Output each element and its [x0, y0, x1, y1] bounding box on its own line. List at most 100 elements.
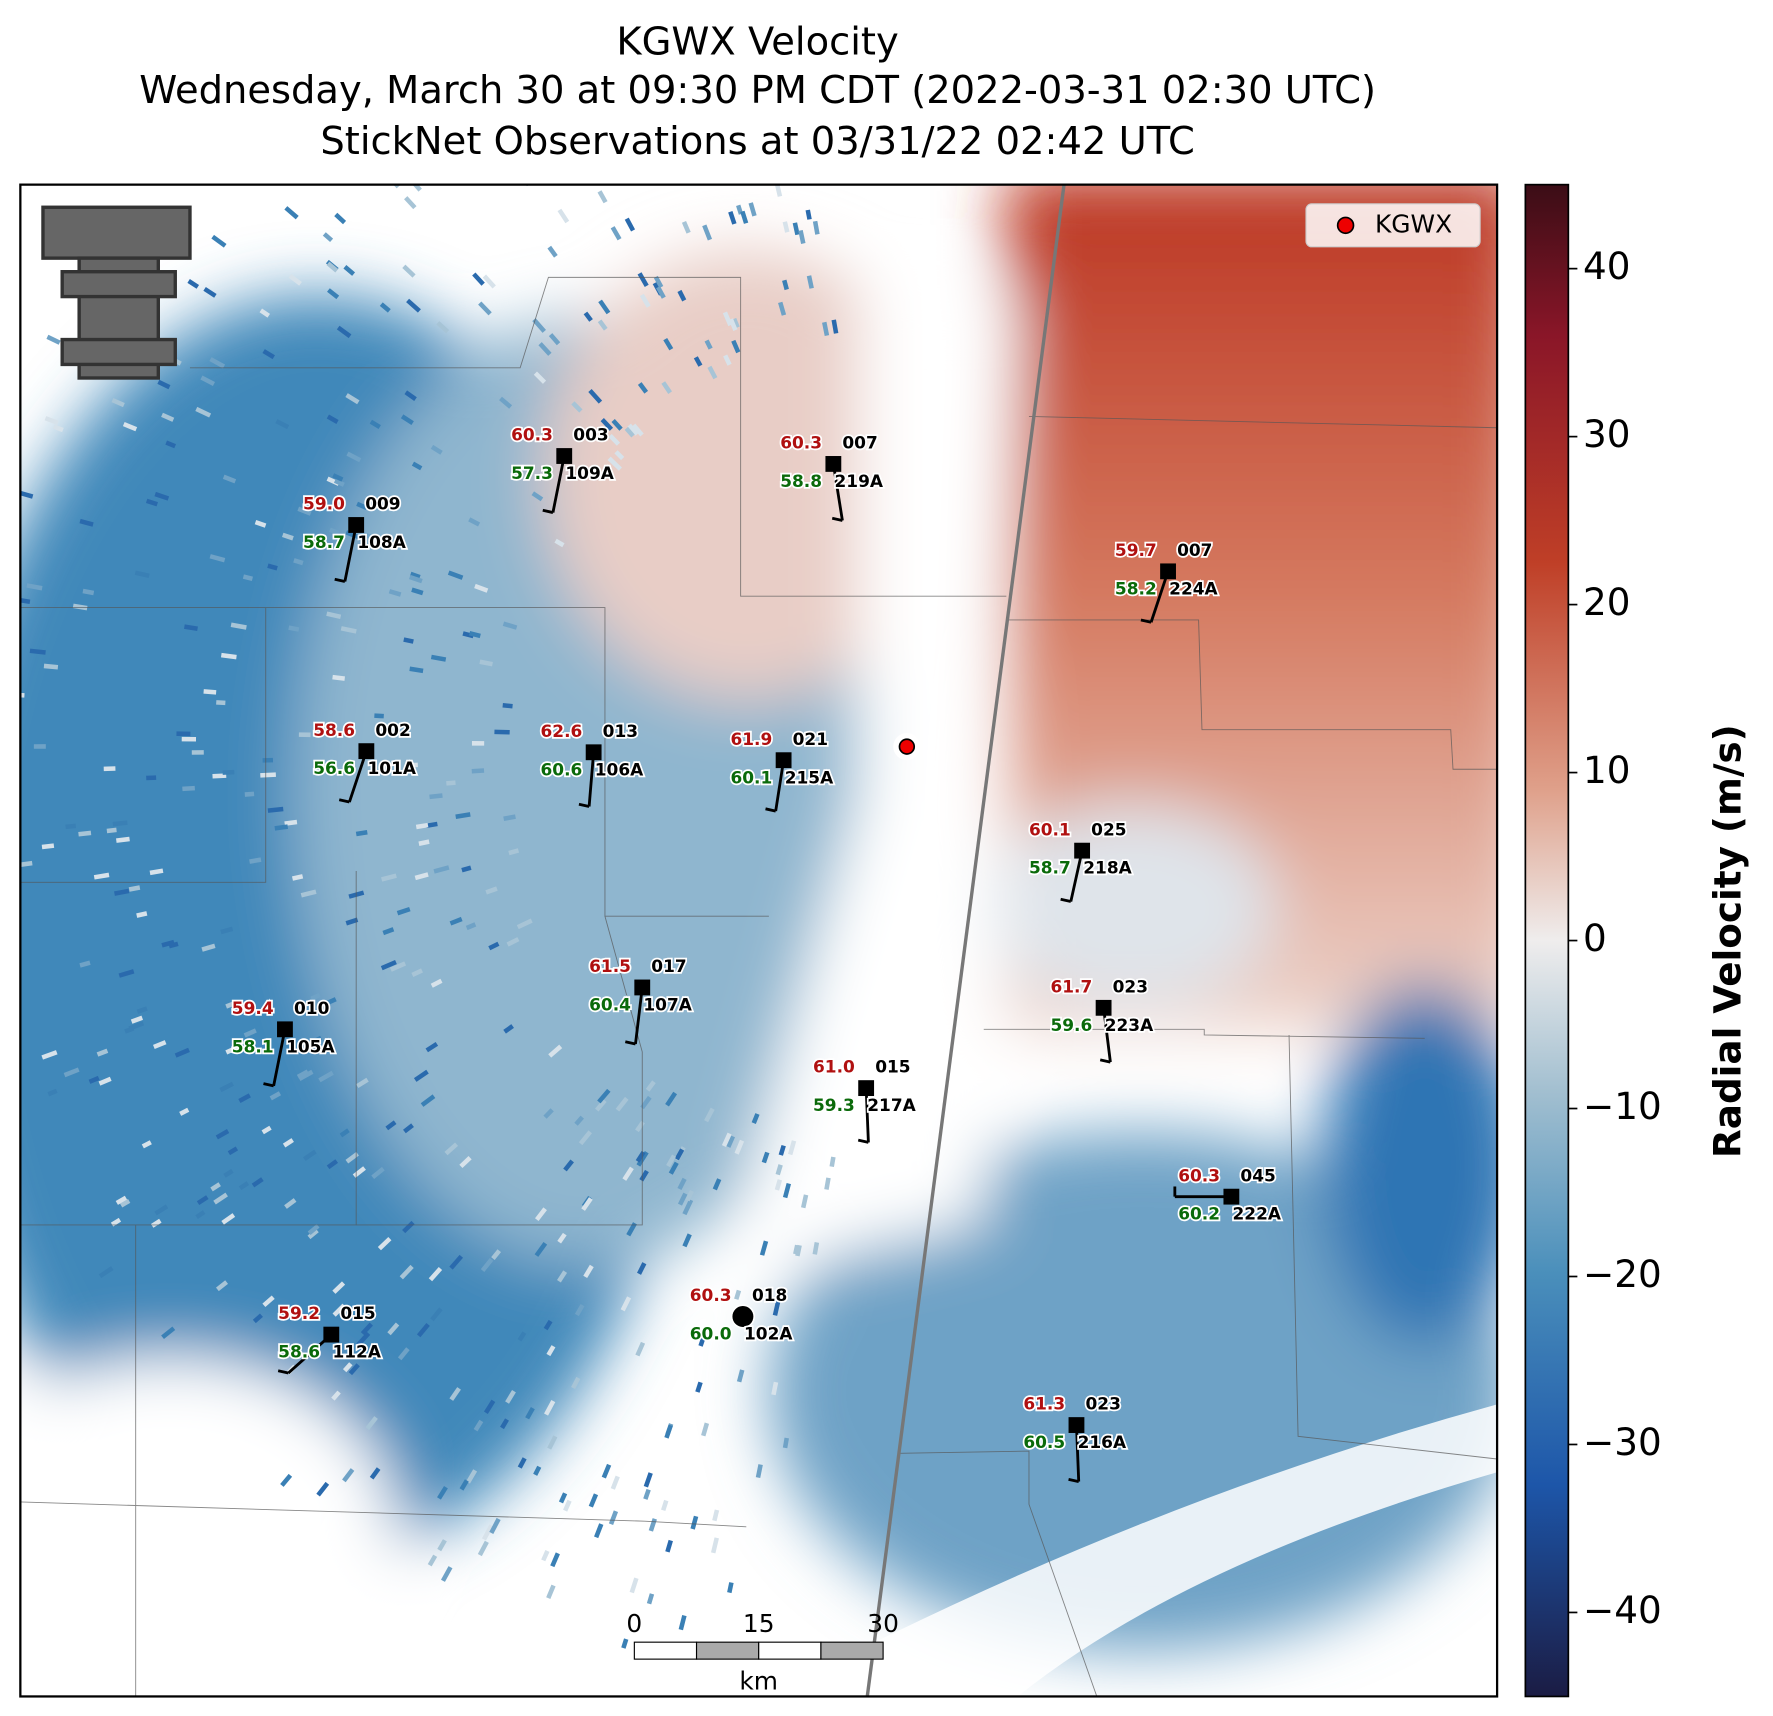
radar-gate: [334, 212, 347, 225]
radar-gate: [26, 583, 43, 591]
radar-gate: [677, 1177, 687, 1190]
county-lines: [20, 276, 1498, 1697]
radar-gate: [801, 1194, 809, 1209]
radar-gate: [588, 389, 603, 404]
radar-gate: [402, 1220, 415, 1234]
radar-gate: [249, 857, 262, 864]
radar-gate: [765, 1328, 772, 1339]
radar-gate: [668, 1161, 679, 1175]
radar-gate: [778, 301, 787, 316]
radar-gate: [136, 1006, 148, 1014]
radar-gate: [774, 184, 783, 197]
radar-gate: [356, 1331, 371, 1347]
colorbar-label: Radial Velocity (m/s): [1706, 724, 1750, 1158]
radar-gate: [597, 1088, 611, 1104]
radar-gate: [425, 821, 438, 829]
radar-gate: [736, 1369, 745, 1383]
radar-gate: [191, 750, 204, 755]
station-dew: 58.8: [780, 471, 822, 491]
radar-gate: [488, 941, 500, 951]
highway: [865, 184, 1066, 1697]
radar-gate: [637, 1262, 647, 1275]
radar-gate: [707, 365, 718, 380]
station-dew: 59.6: [1050, 1015, 1092, 1035]
wind-barb: [1102, 1007, 1112, 1063]
radar-gate: [771, 1381, 779, 1396]
scale-unit: km: [739, 1667, 778, 1696]
scale-segment: [695, 1641, 760, 1660]
radar-gate: [209, 554, 226, 563]
radar-gate: [627, 423, 639, 436]
scale-segment: [758, 1641, 822, 1660]
station-dew: 60.5: [1023, 1432, 1065, 1452]
station-id: 045: [1240, 1165, 1275, 1185]
radar-gate: [594, 1523, 604, 1539]
radar-gate: [782, 1183, 791, 1199]
radar-gate: [20, 597, 31, 605]
station-dew: 58.6: [278, 1342, 320, 1362]
radar-gate: [631, 423, 644, 437]
radar-gate: [331, 1390, 341, 1401]
station-temp: 62.6: [540, 721, 582, 741]
radar-gate: [546, 1584, 556, 1599]
radar-gate: [601, 1463, 612, 1479]
radar-gate: [216, 700, 226, 706]
radar-gate: [342, 1468, 355, 1483]
radar-gate: [546, 1345, 556, 1357]
wind-barb: [1149, 570, 1170, 623]
wind-barb: [634, 987, 644, 1045]
radar-gate: [213, 1192, 228, 1205]
station-dew: 60.4: [589, 995, 631, 1015]
station-id: 007: [842, 433, 877, 453]
radar-gate: [538, 342, 552, 356]
radar-gate: [346, 451, 362, 463]
radar-gate: [219, 1081, 234, 1093]
radar-gate: [782, 279, 789, 291]
station-marker: [323, 1326, 340, 1343]
radar-gate: [136, 911, 148, 918]
radar-gate: [664, 1424, 673, 1439]
radar-gate: [505, 1389, 516, 1404]
radar-gate: [543, 1108, 554, 1119]
radar-gate: [210, 159, 224, 172]
radar-gate: [473, 1419, 484, 1432]
radar-gate: [282, 1138, 294, 1148]
radar-gate: [653, 275, 664, 289]
radar-gate: [645, 1080, 656, 1092]
radar-gate: [425, 1041, 439, 1053]
radar-gate: [437, 1539, 447, 1552]
radar-gate: [365, 1416, 378, 1431]
radar-gate: [466, 1469, 478, 1484]
station-probe: 219A: [834, 471, 883, 491]
radar-gate: [111, 397, 125, 408]
radar-gate: [114, 888, 130, 896]
station-marker: [1160, 563, 1176, 580]
radar-gate: [187, 150, 200, 162]
radar-gate: [400, 414, 414, 426]
station-marker: [634, 979, 651, 996]
legend: KGWX: [1305, 203, 1481, 248]
radar-gate: [309, 1035, 323, 1046]
radar-gate: [222, 769, 235, 775]
station-id: 018: [752, 1285, 787, 1305]
radar-gate: [332, 674, 345, 681]
station-temp: 61.9: [730, 729, 772, 749]
radar-gate: [583, 1264, 594, 1279]
radar-gate: [307, 1228, 319, 1240]
radar-gate: [622, 1166, 634, 1181]
radar-gate: [106, 827, 117, 834]
scale-label: 0: [626, 1609, 642, 1638]
radar-gate: [639, 293, 651, 308]
radar-gate: [254, 520, 267, 528]
radar-gate: [557, 1270, 568, 1283]
station-marker: [858, 1080, 875, 1097]
radar-gate: [775, 1164, 783, 1176]
wind-barb: [864, 1088, 870, 1143]
radar-gate: [44, 416, 59, 426]
radar-gate: [532, 318, 546, 333]
wind-barb: [774, 759, 785, 812]
radar-gate: [326, 611, 342, 620]
radar-gate: [152, 1040, 167, 1050]
radar-gate: [598, 299, 611, 315]
radar-gate: [403, 1123, 414, 1134]
